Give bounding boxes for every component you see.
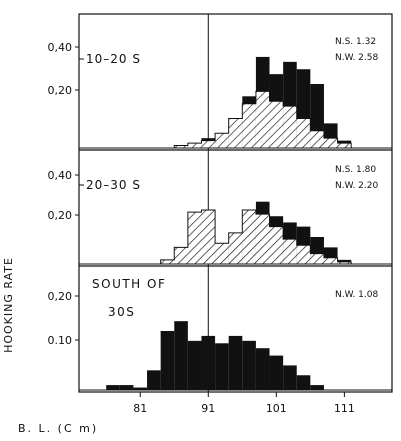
series-ns-hatched	[160, 210, 352, 264]
histogram-bar	[310, 385, 324, 390]
histogram-bar	[201, 335, 216, 390]
histogram-bar	[215, 133, 229, 148]
histogram-bar	[310, 253, 324, 264]
y-axis-label: HOOKING RATE	[2, 257, 15, 353]
histogram-bar	[147, 370, 161, 390]
histogram-bar	[187, 212, 202, 264]
histogram-bar	[242, 340, 256, 390]
histogram-bar	[337, 261, 352, 264]
histogram-bar	[242, 210, 256, 264]
axes-frame	[78, 13, 393, 393]
histogram-bar	[283, 106, 297, 148]
y-tick-label: 0,20	[48, 290, 73, 303]
histogram-bar	[174, 247, 188, 264]
histogram-bar	[201, 140, 216, 148]
panel-label: 30S	[108, 305, 135, 319]
histogram-bar	[215, 243, 229, 264]
histogram-bar	[106, 385, 120, 390]
histogram-bar	[228, 118, 243, 148]
y-tick-label: 0,40	[48, 169, 73, 182]
x-tick-label: 91	[201, 402, 215, 415]
cpue-annotation: N.S. 1.32	[335, 37, 376, 47]
series-nw-black	[106, 321, 324, 390]
y-tick-label: 0.10	[48, 334, 73, 347]
histogram-bar	[296, 118, 311, 148]
histogram-bar	[119, 385, 134, 390]
histogram-bar	[296, 375, 311, 390]
cpue-annotation: N.W. 2.20	[335, 181, 378, 191]
y-tick-label: 0,20	[48, 209, 73, 222]
panel-1: 0,40 0,20 10–20 S N.S. 1.32 N.W. 2.58	[48, 37, 392, 149]
y-tick-label: 0,20	[48, 84, 73, 97]
histogram-bar	[174, 321, 188, 390]
histogram-bar	[310, 130, 324, 148]
series-ns-hatched	[174, 91, 352, 148]
histogram-bar	[255, 348, 270, 390]
y-tick-label: 0,40	[48, 41, 73, 54]
histogram-bar	[187, 340, 202, 390]
histogram-bar	[174, 145, 188, 148]
histogram-bar	[228, 232, 243, 264]
panel-label: SOUTH OF	[92, 277, 166, 291]
x-axis: 81 91 101 111	[133, 392, 355, 415]
panel-label: 10–20 S	[86, 52, 141, 66]
x-axis-label: B. L. (C m)	[18, 422, 98, 435]
panel-label: 20–30 S	[86, 178, 141, 192]
cpue-annotation: N.W. 2.58	[335, 53, 378, 63]
histogram-bar	[160, 259, 175, 264]
x-tick-label: 81	[133, 402, 147, 415]
cpue-annotation: N.W. 1.08	[335, 290, 378, 300]
x-tick-label: 111	[334, 402, 355, 415]
histogram-bar	[283, 365, 297, 390]
x-tick-label: 101	[266, 402, 287, 415]
histogram-bar	[269, 355, 284, 390]
plot-border	[78, 13, 393, 393]
histogram-bar	[337, 143, 352, 148]
histogram-bar	[242, 103, 256, 148]
histogram-bar	[215, 343, 229, 390]
histogram-bar	[255, 214, 270, 264]
histogram-bar	[201, 210, 216, 264]
histogram-bar	[187, 143, 202, 148]
panel-2: 0,40 0,20 20–30 S N.S. 1.80 N.W. 2.20	[48, 165, 392, 265]
histogram-bar	[255, 91, 270, 148]
series-outline	[92, 209, 365, 265]
histogram-bar	[323, 138, 338, 148]
histogram-bar	[133, 387, 148, 390]
histogram-bar	[269, 226, 284, 264]
histogram-bar	[323, 257, 338, 264]
histogram-bar	[283, 239, 297, 264]
histogram-bar	[296, 245, 311, 264]
histogram-bar	[160, 331, 175, 390]
histogram-bar	[269, 101, 284, 148]
cpue-annotation: N.S. 1.80	[335, 165, 376, 175]
histogram-bar	[228, 335, 243, 390]
panel-3: 0,20 0.10 SOUTH OF 30S N.W. 1.08	[48, 277, 392, 391]
panels: 0,40 0,20 10–20 S N.S. 1.32 N.W. 2.58 0,40 0,2…	[48, 37, 392, 391]
